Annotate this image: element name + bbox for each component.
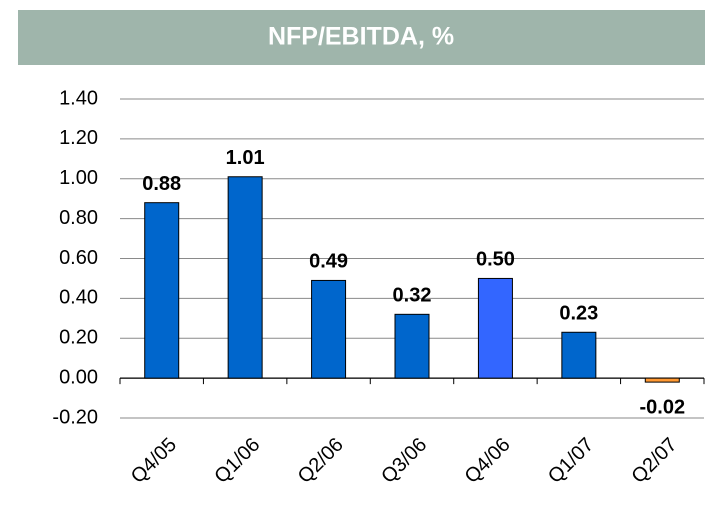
value-label: 0.49 xyxy=(309,251,348,273)
bar xyxy=(311,279,347,379)
value-label: 0.88 xyxy=(142,173,181,195)
y-tick-label: 0.40 xyxy=(59,287,98,309)
x-tick-label: Q2/07 xyxy=(627,434,681,488)
value-label: -0.02 xyxy=(639,396,685,418)
value-label: 0.32 xyxy=(393,285,432,307)
value-label: 0.50 xyxy=(476,249,515,271)
y-tick-label: 1.40 xyxy=(59,87,98,109)
y-tick-label: 0.80 xyxy=(59,207,98,229)
x-tick-label: Q4/06 xyxy=(461,434,515,488)
bar xyxy=(477,277,513,379)
y-tick-label: 0.60 xyxy=(59,247,98,269)
bar xyxy=(144,202,180,379)
title-banner xyxy=(18,10,705,65)
value-label: 1.01 xyxy=(226,147,265,169)
chart-title: NFP/EBITDA, % xyxy=(268,23,454,51)
bar xyxy=(227,176,263,379)
bar xyxy=(561,331,597,379)
y-tick-label: -0.20 xyxy=(52,406,98,428)
x-tick-label: Q1/07 xyxy=(544,434,598,488)
y-tick-label: 0.20 xyxy=(59,327,98,349)
y-tick-label: 1.20 xyxy=(59,127,98,149)
y-tick-label: 0.00 xyxy=(59,366,98,388)
bar xyxy=(644,377,680,383)
y-tick-label: 1.00 xyxy=(59,167,98,189)
bar xyxy=(394,313,430,379)
x-tick-label: Q1/06 xyxy=(210,434,264,488)
x-tick-label: Q4/05 xyxy=(127,434,181,488)
x-tick-label: Q2/06 xyxy=(294,434,348,488)
value-label: 0.23 xyxy=(559,303,598,325)
x-tick-label: Q3/06 xyxy=(377,434,431,488)
